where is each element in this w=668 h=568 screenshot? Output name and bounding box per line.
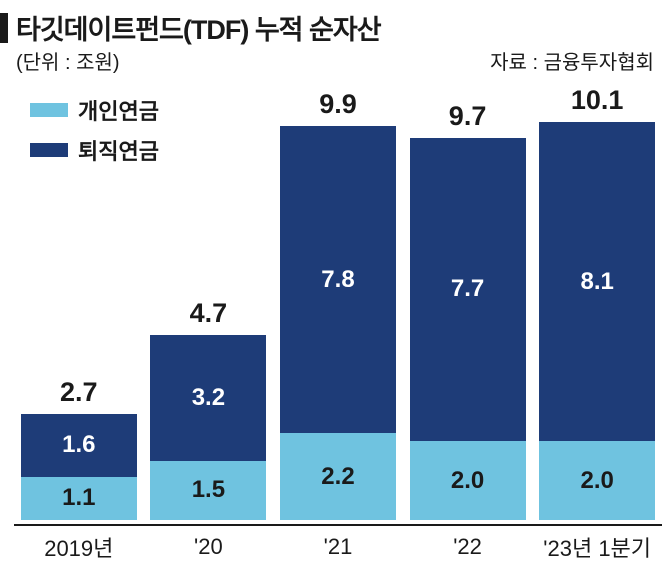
plot-area: 2.71.61.14.73.21.59.97.82.29.77.72.010.1… <box>14 86 662 520</box>
unit-label: (단위 : 조원) <box>16 46 120 75</box>
x-axis-label: 2019년 <box>21 531 137 563</box>
segment-label-personal: 2.0 <box>451 467 484 495</box>
bar-segment-personal: 2.0 <box>539 441 655 520</box>
bar-total-label: 4.7 <box>150 298 266 329</box>
bar-group: 9.9 7.8 2.2 <box>280 86 396 520</box>
segment-label-retirement: 8.1 <box>580 268 613 296</box>
bar-group: 4.7 3.2 1.5 <box>150 86 266 520</box>
bar-total-label: 10.1 <box>539 85 655 116</box>
bar-segment-retirement: 8.1 <box>539 122 655 441</box>
segment-label-retirement: 7.8 <box>321 266 354 294</box>
bar-group: 2.7 1.6 1.1 <box>21 86 137 520</box>
bar-segment-retirement: 7.8 <box>280 126 396 433</box>
bar-total-label: 2.7 <box>21 377 137 408</box>
bar-total-label: 9.9 <box>280 89 396 120</box>
bars-row: 2.71.61.14.73.21.59.97.82.29.77.72.010.1… <box>14 86 662 520</box>
chart-container: 타깃데이트펀드(TDF) 누적 순자산 (단위 : 조원) 자료 : 금융투자협… <box>0 0 668 568</box>
bar-segment-retirement: 1.6 <box>21 414 137 477</box>
segment-label-retirement: 3.2 <box>192 384 225 412</box>
bar-segment-retirement: 7.7 <box>410 138 526 441</box>
x-axis-label: '21 <box>280 534 396 560</box>
segment-label-personal: 2.0 <box>580 467 613 495</box>
segment-label-retirement: 1.6 <box>62 431 95 459</box>
bar-segment-personal: 2.0 <box>410 441 526 520</box>
bar-segment-personal: 1.1 <box>21 477 137 520</box>
chart-title: 타깃데이트펀드(TDF) 누적 순자산 <box>16 8 381 47</box>
subtitle-row: (단위 : 조원) 자료 : 금융투자협회 <box>16 46 654 75</box>
segment-label-personal: 2.2 <box>321 463 354 491</box>
x-axis-label: '20 <box>150 534 266 560</box>
bar-segment-personal: 2.2 <box>280 433 396 520</box>
source-label: 자료 : 금융투자협회 <box>490 46 654 75</box>
bar-group: 9.7 7.7 2.0 <box>410 86 526 520</box>
bar-total-label: 9.7 <box>410 101 526 132</box>
title-accent-bar <box>0 13 8 43</box>
title-row: 타깃데이트펀드(TDF) 누적 순자산 <box>0 8 381 47</box>
x-axis-label: '22 <box>410 534 526 560</box>
segment-label-personal: 1.5 <box>192 476 225 504</box>
x-axis: 2019년 '20 '21 '22 '23년 1분기 <box>14 524 662 568</box>
segment-label-personal: 1.1 <box>62 484 95 512</box>
segment-label-retirement: 7.7 <box>451 275 484 303</box>
x-axis-label: '23년 1분기 <box>539 531 655 563</box>
bar-group: 10.1 8.1 2.0 <box>539 86 655 520</box>
bar-segment-retirement: 3.2 <box>150 335 266 461</box>
bar-segment-personal: 1.5 <box>150 461 266 520</box>
